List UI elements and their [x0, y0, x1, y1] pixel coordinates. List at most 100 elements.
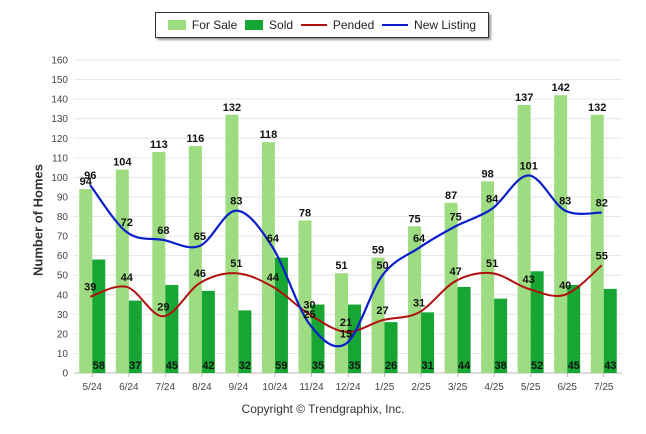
bar-for-sale: [225, 114, 239, 374]
legend-item-pended[interactable]: Pended: [300, 18, 375, 32]
bar-for-sale: [481, 181, 495, 373]
label-pended: 51: [486, 258, 498, 270]
label-new-listing: 82: [596, 198, 608, 210]
y-axis-title: Number of Homes: [30, 164, 46, 276]
legend-item-sold[interactable]: Sold: [245, 18, 293, 32]
label-pended: 27: [376, 305, 388, 317]
label-sold: 42: [202, 360, 214, 372]
y-tick-label: 40: [57, 290, 69, 301]
label-pended: 39: [84, 282, 96, 294]
x-tick-label: 5/25: [521, 382, 541, 393]
label-for-sale: 132: [588, 102, 606, 114]
x-tick-label: 8/24: [192, 382, 212, 393]
x-tick-label: 7/25: [594, 382, 614, 393]
y-tick-label: 100: [51, 173, 68, 184]
x-tick-label: 6/25: [557, 382, 577, 393]
label-for-sale: 137: [515, 92, 533, 104]
legend-item-for-sale[interactable]: For Sale: [167, 18, 238, 32]
label-new-listing: 15: [340, 329, 352, 341]
x-tick-label: 7/24: [156, 382, 176, 393]
y-tick-label: 10: [57, 349, 69, 360]
bar-for-sale: [590, 114, 604, 374]
label-for-sale: 116: [186, 133, 204, 145]
bar-sold: [238, 310, 252, 373]
bar-sold: [567, 284, 581, 373]
label-pended: 55: [596, 250, 608, 262]
bar-for-sale: [408, 226, 422, 373]
bar-for-sale: [261, 142, 275, 373]
label-sold: 38: [495, 360, 507, 372]
label-sold: 45: [568, 360, 580, 372]
y-tick-label: 90: [57, 192, 69, 203]
bar-for-sale: [335, 273, 348, 373]
label-for-sale: 75: [408, 213, 420, 225]
y-tick-label: 60: [57, 251, 69, 262]
bar-for-sale: [152, 151, 166, 373]
y-tick-label: 30: [57, 310, 69, 321]
label-pended: 43: [523, 274, 535, 286]
chart-legend: For Sale Sold Pended New Listing: [155, 12, 489, 38]
bar-sold: [128, 300, 142, 373]
y-tick-label: 50: [57, 271, 69, 282]
x-tick-label: 12/24: [335, 382, 360, 393]
label-sold: 31: [421, 360, 433, 372]
label-for-sale: 104: [113, 157, 132, 169]
legend-label-for-sale: For Sale: [191, 18, 238, 32]
label-new-listing: 96: [84, 170, 96, 182]
label-for-sale: 78: [299, 207, 311, 219]
label-sold: 44: [458, 360, 471, 372]
label-new-listing: 68: [157, 225, 169, 237]
bar-sold: [311, 304, 325, 373]
x-tick-label: 10/24: [262, 382, 287, 393]
bar-sold: [384, 322, 398, 373]
label-sold: 45: [166, 360, 178, 372]
label-pended: 29: [157, 301, 169, 313]
bar-sold: [165, 284, 179, 373]
x-tick-label: 6/24: [119, 382, 139, 393]
copyright-text: Copyright © Trendgraphix, Inc.: [241, 402, 405, 416]
y-tick-label: 80: [57, 212, 69, 223]
bar-for-sale: [115, 169, 129, 373]
y-tick-label: 150: [51, 75, 68, 86]
label-new-listing: 65: [194, 231, 206, 243]
legend-label-pended: Pended: [332, 18, 375, 32]
label-for-sale: 113: [150, 139, 168, 151]
x-tick-label: 2/25: [411, 382, 431, 393]
label-for-sale: 94: [80, 176, 93, 188]
bar-sold: [421, 312, 435, 373]
legend-item-new-listing[interactable]: New Listing: [382, 18, 476, 32]
label-pended: 44: [267, 272, 280, 284]
bar-sold: [92, 259, 106, 373]
pended-swatch: [300, 24, 327, 26]
label-sold: 26: [385, 360, 397, 372]
label-sold: 32: [239, 360, 251, 372]
label-for-sale: 98: [482, 168, 494, 180]
label-new-listing: 101: [519, 160, 537, 172]
label-new-listing: 84: [486, 194, 499, 206]
label-new-listing: 72: [121, 217, 133, 229]
bar-for-sale: [188, 146, 202, 373]
label-new-listing: 50: [376, 260, 388, 272]
label-new-listing: 83: [230, 196, 242, 208]
bar-sold: [274, 257, 288, 373]
label-for-sale: 87: [445, 190, 457, 202]
new-listing-swatch: [382, 24, 409, 26]
y-tick-label: 120: [51, 134, 68, 145]
y-tick-label: 20: [57, 329, 69, 340]
label-pended: 46: [194, 268, 206, 280]
label-for-sale: 59: [372, 245, 384, 257]
label-sold: 35: [348, 360, 360, 372]
label-sold: 37: [129, 360, 141, 372]
bar-sold: [494, 298, 508, 373]
y-tick-label: 0: [62, 369, 68, 380]
bar-sold: [348, 304, 361, 373]
label-for-sale: 51: [335, 260, 347, 272]
x-tick-label: 4/25: [484, 382, 504, 393]
bar-sold: [530, 271, 544, 373]
x-tick-label: 1/25: [375, 382, 395, 393]
x-tick-label: 9/24: [229, 382, 249, 393]
label-pended: 40: [559, 280, 571, 292]
bar-for-sale: [79, 189, 93, 373]
